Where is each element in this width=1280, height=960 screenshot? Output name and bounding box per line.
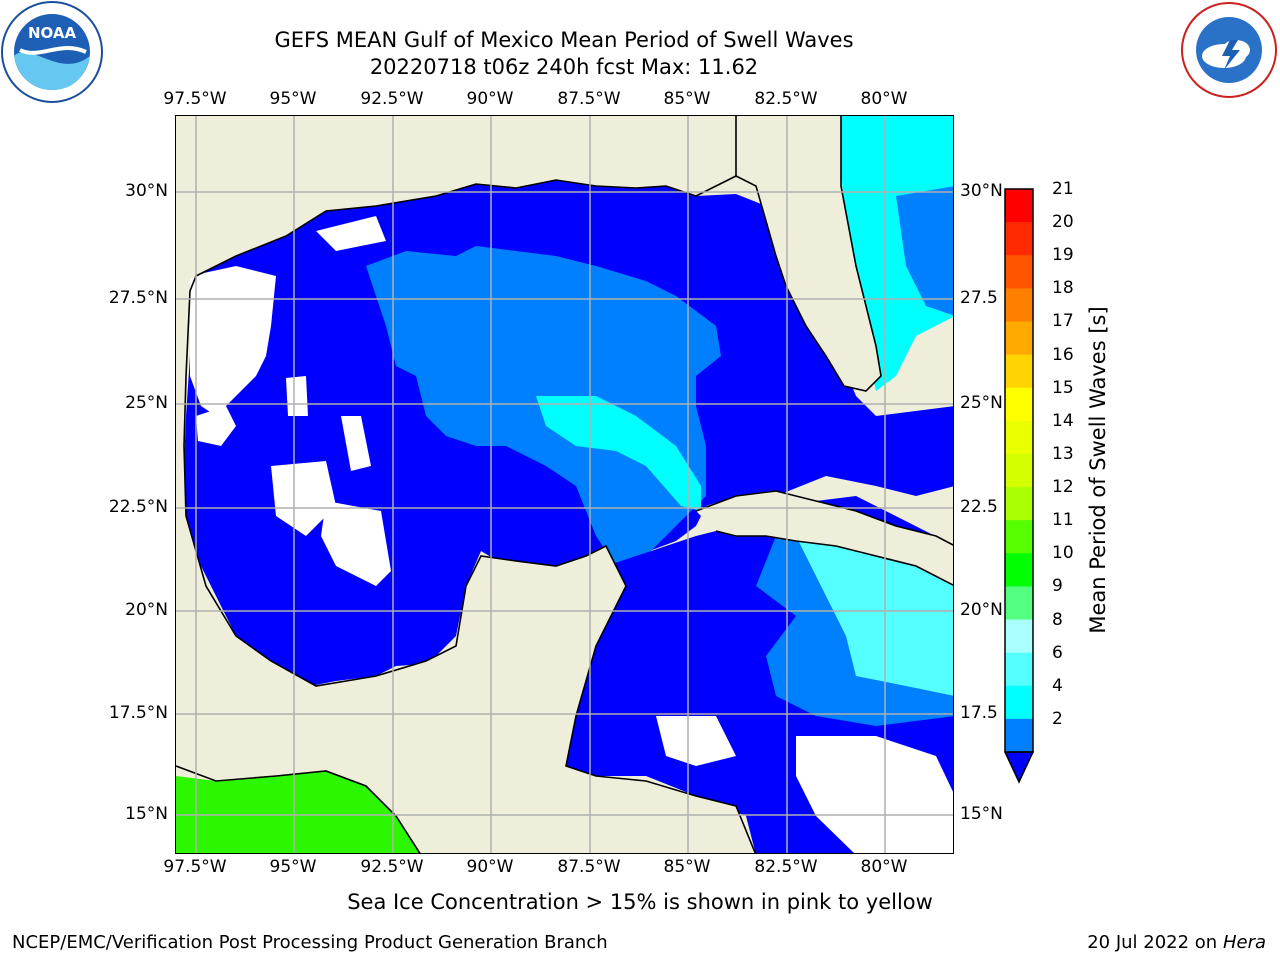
lat-label-left: 17.5°N <box>108 703 168 723</box>
colorbar-segment <box>1005 685 1033 720</box>
caribbean-water-light <box>796 536 953 696</box>
colorbar-segment <box>1005 718 1033 753</box>
no-data-area <box>196 406 236 446</box>
colorbar-tick-label: 12 <box>1052 477 1074 498</box>
colorbar-label: Mean Period of Swell Waves [s] <box>1086 306 1110 634</box>
lon-label-top: 90°W <box>466 89 514 109</box>
svg-text:NOAA: NOAA <box>28 24 77 42</box>
lon-label-bottom: 97.5°W <box>163 857 227 877</box>
lat-label-left: 20°N <box>125 600 168 620</box>
florida-land <box>736 116 881 391</box>
colorbar-segment <box>1005 586 1033 621</box>
colorbar-segment <box>1005 487 1033 521</box>
colorbar-segment <box>1005 553 1033 587</box>
colorbar-tick-label: 17 <box>1052 311 1074 332</box>
lon-label-top: 82.5°W <box>754 89 818 109</box>
colorbar-segment <box>1005 619 1033 654</box>
lat-label-left: 30°N <box>125 181 168 201</box>
lon-label-top: 95°W <box>269 89 317 109</box>
no-data-area <box>796 736 953 853</box>
colorbar-segment <box>1005 420 1033 455</box>
colorbar-tick-label: 9 <box>1052 576 1063 597</box>
lon-label-top: 80°W <box>860 89 908 109</box>
colorbar-segment <box>1005 189 1033 223</box>
colorbar-frame <box>1004 188 1034 753</box>
no-data-area <box>286 376 308 416</box>
colorbar-tick-label: 2 <box>1052 708 1063 729</box>
colorbar-tick-label: 20 <box>1052 212 1074 233</box>
colorbar-tick-label: 6 <box>1052 642 1063 663</box>
lat-label-right: 15°N <box>960 804 1003 824</box>
colorbar-tick-label: 4 <box>1052 675 1063 696</box>
lat-label-right: 17.5 <box>960 703 998 723</box>
footer-credit: NCEP/EMC/Verification Post Processing Pr… <box>12 932 608 953</box>
noaa-logo-icon: NOAA <box>1 1 103 103</box>
chart-subtitle: 20220718 t06z 240h fcst Max: 11.62 <box>369 55 759 79</box>
colorbar-segment <box>1005 453 1033 488</box>
colorbar-tick-label: 11 <box>1052 510 1074 531</box>
gulf-water-high <box>536 396 701 511</box>
lon-label-bottom: 85°W <box>663 857 711 877</box>
map-canvas <box>176 116 953 853</box>
lat-label-right: 20°N <box>960 600 1003 620</box>
nws-logo-icon <box>1181 2 1277 98</box>
lat-label-right: 27.5 <box>960 288 998 308</box>
lon-label-bottom: 95°W <box>269 857 317 877</box>
cuba-land <box>696 491 953 585</box>
chart-title: GEFS MEAN Gulf of Mexico Mean Period of … <box>274 28 854 52</box>
colorbar-segment <box>1005 321 1033 356</box>
atlantic-water-mid <box>896 186 953 316</box>
colorbar-tick-label: 18 <box>1052 278 1074 299</box>
no-data-area <box>190 266 276 416</box>
lon-label-bottom: 80°W <box>860 857 908 877</box>
colorbar-segment <box>1005 387 1033 422</box>
colorbar-tick-label: 15 <box>1052 377 1074 398</box>
mexico-land <box>176 291 756 853</box>
colorbar-tick-label: 10 <box>1052 543 1074 564</box>
sea-ice-note: Sea Ice Concentration > 15% is shown in … <box>347 890 933 914</box>
lon-label-bottom: 92.5°W <box>360 857 424 877</box>
colorbar-tick-label: 13 <box>1052 443 1074 464</box>
lat-label-left: 25°N <box>125 393 168 413</box>
colorbar-tick-label: 21 <box>1052 179 1074 199</box>
lon-label-top: 97.5°W <box>163 89 227 109</box>
colorbar-segment <box>1005 255 1033 289</box>
colorbar-tick-label: 14 <box>1052 410 1074 431</box>
lon-label-top: 87.5°W <box>557 89 621 109</box>
lon-label-bottom: 82.5°W <box>754 857 818 877</box>
lat-label-left: 15°N <box>125 804 168 824</box>
no-data-area <box>341 416 371 471</box>
coastline <box>176 116 953 853</box>
colorbar-tick-label: 16 <box>1052 344 1074 365</box>
lon-label-bottom: 87.5°W <box>557 857 621 877</box>
lon-label-top: 85°W <box>663 89 711 109</box>
colorbar <box>1004 188 1034 784</box>
colorbar-segment <box>1005 288 1033 322</box>
footer-date: 20 Jul 2022 on Hera <box>1087 932 1266 953</box>
colorbar-segment <box>1005 652 1033 687</box>
lat-label-right: 22.5 <box>960 497 998 517</box>
lat-label-left: 27.5°N <box>108 288 168 308</box>
no-data-area <box>656 716 736 766</box>
lat-label-right: 30°N <box>960 181 1003 201</box>
no-data-area <box>271 461 336 536</box>
footer-host: Hera <box>1222 932 1266 953</box>
us-coast-land <box>176 116 736 286</box>
colorbar-segment <box>1005 354 1033 389</box>
lat-label-right: 25°N <box>960 393 1003 413</box>
no-data-area <box>321 501 391 586</box>
colorbar-tick-label: 19 <box>1052 245 1074 266</box>
colorbar-extend-arrow <box>1004 751 1034 784</box>
map-panel <box>175 115 954 854</box>
lon-label-top: 92.5°W <box>360 89 424 109</box>
graticule <box>176 116 953 853</box>
colorbar-segment <box>1005 222 1033 256</box>
footer-date-text: 20 Jul 2022 on <box>1087 932 1223 953</box>
lon-label-bottom: 90°W <box>466 857 514 877</box>
colorbar-tick-label: 8 <box>1052 609 1063 630</box>
colorbar-segment <box>1005 520 1033 554</box>
lat-label-left: 22.5°N <box>108 497 168 517</box>
no-data-area <box>316 216 386 251</box>
pacific-water-green <box>176 771 420 853</box>
